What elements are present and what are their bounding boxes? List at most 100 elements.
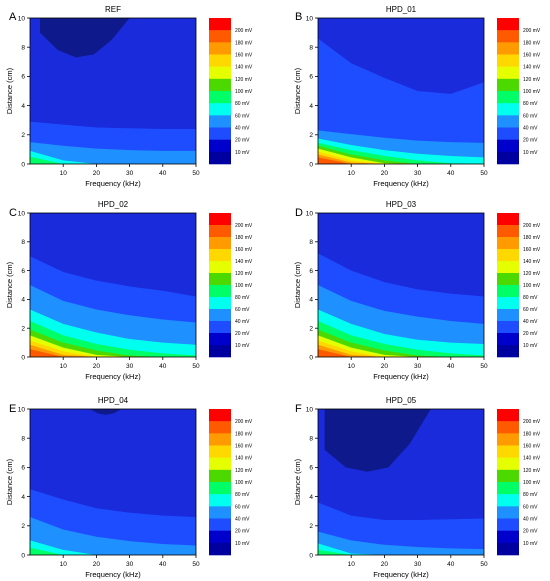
colorbar-label-E: 160 mV (235, 444, 253, 450)
colorbar-swatch-D (497, 345, 519, 358)
colorbar-swatch-A (209, 42, 231, 55)
colorbar-label-E: 80 mV (235, 492, 250, 498)
colorbar-label-A: 180 mV (235, 40, 253, 46)
colorbar-label-D: 40 mV (523, 319, 538, 325)
contour-band-F-4 (318, 549, 484, 555)
colorbar-label-C: 120 mV (235, 271, 253, 277)
panel-letter-D: D (295, 207, 303, 219)
colorbar-label-B: 180 mV (523, 40, 541, 46)
y-tick-label-A: 10 (18, 15, 26, 22)
low-region-A (39, 18, 130, 58)
x-tick-label-D: 50 (480, 363, 488, 370)
plot-frame-D (317, 212, 485, 358)
colorbar-swatch-B (497, 151, 519, 165)
y-tick-label-C: 2 (21, 326, 25, 333)
y-tick-label-F: 10 (306, 406, 314, 413)
colorbar-swatch-C (209, 225, 231, 238)
colorbar-swatch-F (497, 494, 519, 507)
colorbar-label-D: 20 mV (523, 331, 538, 337)
x-tick-label-F: 50 (480, 561, 488, 568)
colorbar-swatch-F (497, 469, 519, 483)
plot-frame-E (29, 408, 197, 556)
colorbar-label-A: 40 mV (235, 126, 250, 132)
x-tick-label-D: 10 (348, 363, 356, 370)
colorbar-swatch-E (209, 542, 231, 556)
colorbar-label-D: 10 mV (523, 343, 538, 349)
colorbar-label-D: 120 mV (523, 271, 541, 277)
colorbar-label-D: 160 mV (523, 247, 541, 253)
colorbar-swatch-A (209, 18, 231, 31)
x-tick-label-C: 20 (93, 363, 101, 370)
y-tick-label-B: 6 (309, 74, 313, 81)
y-tick-label-C: 6 (21, 268, 25, 275)
contour-band-B-9 (318, 157, 484, 164)
colorbar-swatch-B (497, 66, 519, 80)
x-axis-title-D: Frequency (kHz) (373, 372, 429, 381)
plot-frame-A (29, 17, 197, 165)
colorbar-label-B: 20 mV (523, 138, 538, 144)
colorbar-swatch-C (209, 261, 231, 274)
x-tick-label-B: 50 (480, 170, 488, 177)
colorbar-label-A: 100 mV (235, 89, 253, 95)
contour-band-B-1 (318, 38, 484, 164)
x-tick-label-C: 50 (192, 363, 200, 370)
contour-band-D-6 (318, 335, 484, 357)
x-tick-label-E: 50 (192, 561, 200, 568)
colorbar-label-F: 200 mV (523, 419, 541, 425)
y-tick-label-D: 2 (309, 326, 313, 333)
x-tick-label-B: 30 (414, 170, 422, 177)
colorbar-label-C: 80 mV (235, 295, 250, 301)
colorbar-swatch-A (209, 151, 231, 165)
x-tick-label-B: 10 (348, 170, 356, 177)
x-tick-label-C: 10 (60, 363, 68, 370)
colorbar-swatch-F (497, 421, 519, 434)
x-tick-label-D: 40 (447, 363, 455, 370)
contour-band-E-2 (30, 517, 196, 555)
colorbar-label-F: 180 mV (523, 431, 541, 437)
y-tick-label-F: 4 (309, 494, 313, 501)
colorbar-swatch-F (497, 482, 519, 495)
colorbar-label-B: 200 mV (523, 28, 541, 34)
colorbar-swatch-D (497, 213, 519, 226)
y-tick-label-B: 2 (309, 132, 313, 139)
x-axis-title-B: Frequency (kHz) (373, 179, 429, 188)
x-tick-label-F: 20 (381, 561, 389, 568)
y-tick-label-F: 2 (309, 523, 313, 530)
plot-frame-C (29, 212, 197, 358)
colorbar-label-F: 80 mV (523, 492, 538, 498)
y-tick-label-F: 8 (309, 436, 313, 443)
colorbar-label-A: 20 mV (235, 138, 250, 144)
colorbar-swatch-A (209, 54, 231, 67)
colorbar-swatch-E (209, 506, 231, 519)
colorbar-label-C: 40 mV (235, 319, 250, 325)
colorbar-swatch-C (209, 273, 231, 286)
colorbar-swatch-D (497, 225, 519, 238)
colorbar-swatch-C (209, 345, 231, 358)
colorbar-label-C: 100 mV (235, 283, 253, 289)
colorbar-swatch-F (497, 542, 519, 556)
x-tick-label-D: 20 (381, 363, 389, 370)
colorbar-swatch-C (209, 297, 231, 310)
y-axis-title-C: Distance (cm) (5, 261, 14, 308)
colorbar-label-F: 40 mV (523, 517, 538, 523)
colorbar-swatch-F (497, 409, 519, 422)
colorbar-label-C: 20 mV (235, 331, 250, 337)
colorbar-label-C: 10 mV (235, 343, 250, 349)
colorbar-swatch-B (497, 127, 519, 140)
y-tick-label-E: 4 (21, 494, 25, 501)
y-tick-label-E: 8 (21, 436, 25, 443)
x-tick-label-E: 10 (60, 561, 68, 568)
panel-letter-C: C (9, 207, 17, 219)
colorbar-swatch-E (209, 421, 231, 434)
y-tick-label-A: 0 (21, 161, 25, 168)
colorbar-swatch-F (497, 457, 519, 471)
colorbar-swatch-E (209, 457, 231, 471)
colorbar-label-A: 60 mV (235, 113, 250, 119)
colorbar-swatch-B (497, 91, 519, 104)
y-tick-label-A: 4 (21, 103, 25, 110)
colorbar-label-A: 120 mV (235, 77, 253, 83)
colorbar-swatch-D (497, 297, 519, 310)
colorbar-label-F: 100 mV (523, 480, 541, 486)
colorbar-swatch-A (209, 103, 231, 116)
contour-band-C-9 (30, 349, 196, 357)
